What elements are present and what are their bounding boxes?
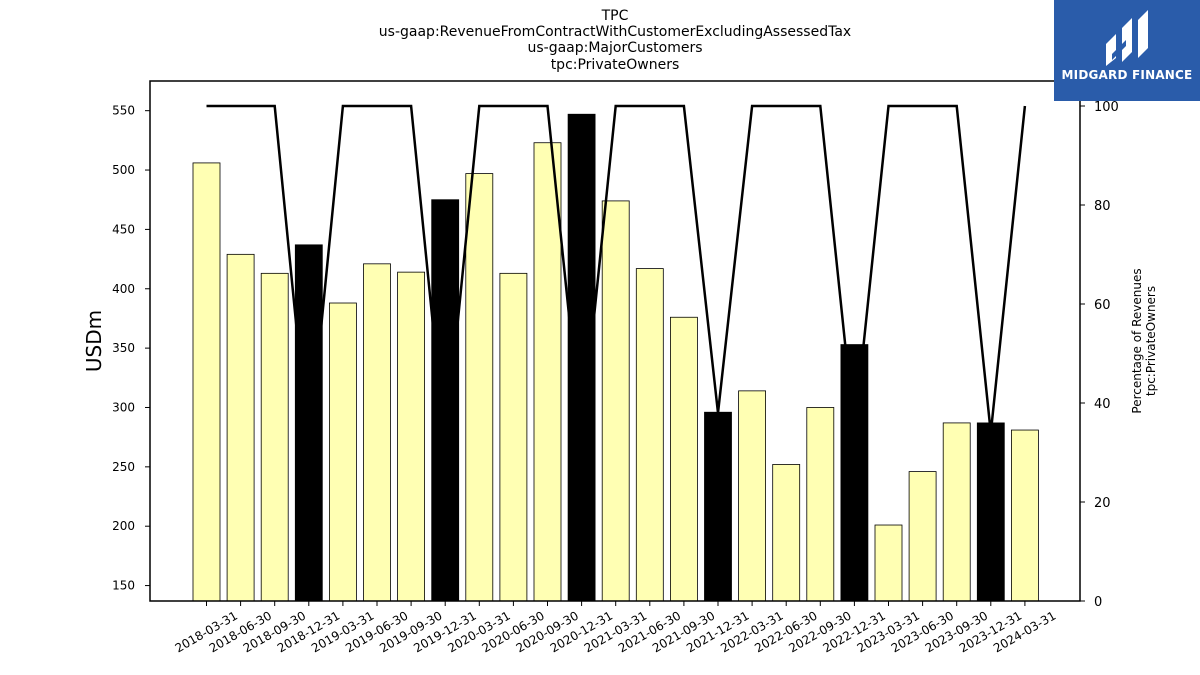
- bar-2019-09-30: [397, 271, 426, 602]
- y-right-tick-label-0: 0: [1094, 595, 1102, 610]
- bar-2018-06-30: [226, 253, 255, 602]
- bar-2022-03-31: [738, 390, 766, 602]
- bar-2022-06-30: [772, 464, 801, 602]
- y-tick-label-450: 450: [112, 222, 135, 236]
- bar-2019-06-30: [363, 263, 391, 602]
- y-right-tick-label-40: 40: [1094, 397, 1111, 412]
- bar-2023-03-31: [874, 524, 903, 602]
- y-tick-label-150: 150: [112, 579, 135, 593]
- line-series-0: [206, 104, 1027, 453]
- chart-title-line-1: TPC: [601, 8, 629, 24]
- right-axis-line-layer: [206, 104, 1027, 453]
- y-tick-label-400: 400: [112, 282, 135, 296]
- bar-2023-06-30: [908, 471, 937, 602]
- y-tick-label-250: 250: [112, 460, 135, 474]
- y-tick-label-350: 350: [112, 341, 135, 355]
- chart-title: TPC us-gaap:RevenueFromContractWithCusto…: [379, 8, 851, 73]
- y-axis-label-right-line-1: Percentage of Revenues: [1130, 268, 1144, 413]
- logo-mark-icon: [1106, 10, 1148, 66]
- bar-2018-09-30: [260, 272, 289, 602]
- chart-title-line-2: us-gaap:RevenueFromContractWithCustomerE…: [379, 24, 851, 40]
- bar-2020-03-31: [465, 173, 494, 602]
- logo-text: MIDGARD FINANCE: [1061, 68, 1193, 82]
- y-right-tick-label-80: 80: [1094, 199, 1111, 214]
- y-axis-label-right-line-2: tpc:PrivateOwners: [1144, 286, 1158, 396]
- y-tick-label-200: 200: [112, 519, 135, 533]
- bar-2020-09-30: [533, 142, 562, 602]
- y-axis-label-right: Percentage of Revenues tpc:PrivateOwners: [1130, 268, 1158, 413]
- y-tick-label-550: 550: [112, 104, 135, 118]
- bar-2023-12-31: [976, 422, 1005, 602]
- y-right-tick-label-60: 60: [1094, 298, 1111, 313]
- bar-2022-12-31: [840, 344, 869, 602]
- bar-2021-03-31: [601, 200, 630, 602]
- y-right-tick-label-20: 20: [1094, 496, 1111, 511]
- bar-2020-06-30: [499, 272, 528, 602]
- left-axis: 150 200 250 300 350 400 450 500 550: [112, 104, 150, 593]
- bar-2021-12-31: [704, 411, 732, 602]
- logo: MIDGARD FINANCE: [1054, 0, 1200, 101]
- bar-2018-03-31: [192, 162, 221, 602]
- bar-2024-03-31: [1011, 429, 1039, 602]
- plot-frame: [149, 80, 1081, 602]
- x-axis: 2018-03-312018-06-302018-09-302018-12-31…: [173, 601, 1058, 655]
- y-tick-label-300: 300: [112, 400, 135, 414]
- bar-2022-09-30: [806, 407, 835, 602]
- bar-2019-12-31: [431, 199, 460, 602]
- bar-2021-06-30: [635, 268, 664, 602]
- y-axis-label: USDm: [82, 310, 106, 372]
- chart-title-line-3: us-gaap:MajorCustomers: [527, 40, 702, 56]
- bar-2019-03-31: [328, 302, 357, 602]
- y-tick-label-500: 500: [112, 163, 135, 177]
- right-axis: 0 20 40 60 80 100: [1080, 100, 1119, 610]
- bars: [192, 113, 1039, 602]
- y-right-tick-label-100: 100: [1094, 100, 1119, 115]
- chart-title-line-4: tpc:PrivateOwners: [551, 57, 680, 73]
- bar-2023-09-30: [942, 422, 971, 602]
- bar-2021-09-30: [670, 316, 698, 602]
- bar-2018-12-31: [294, 244, 323, 602]
